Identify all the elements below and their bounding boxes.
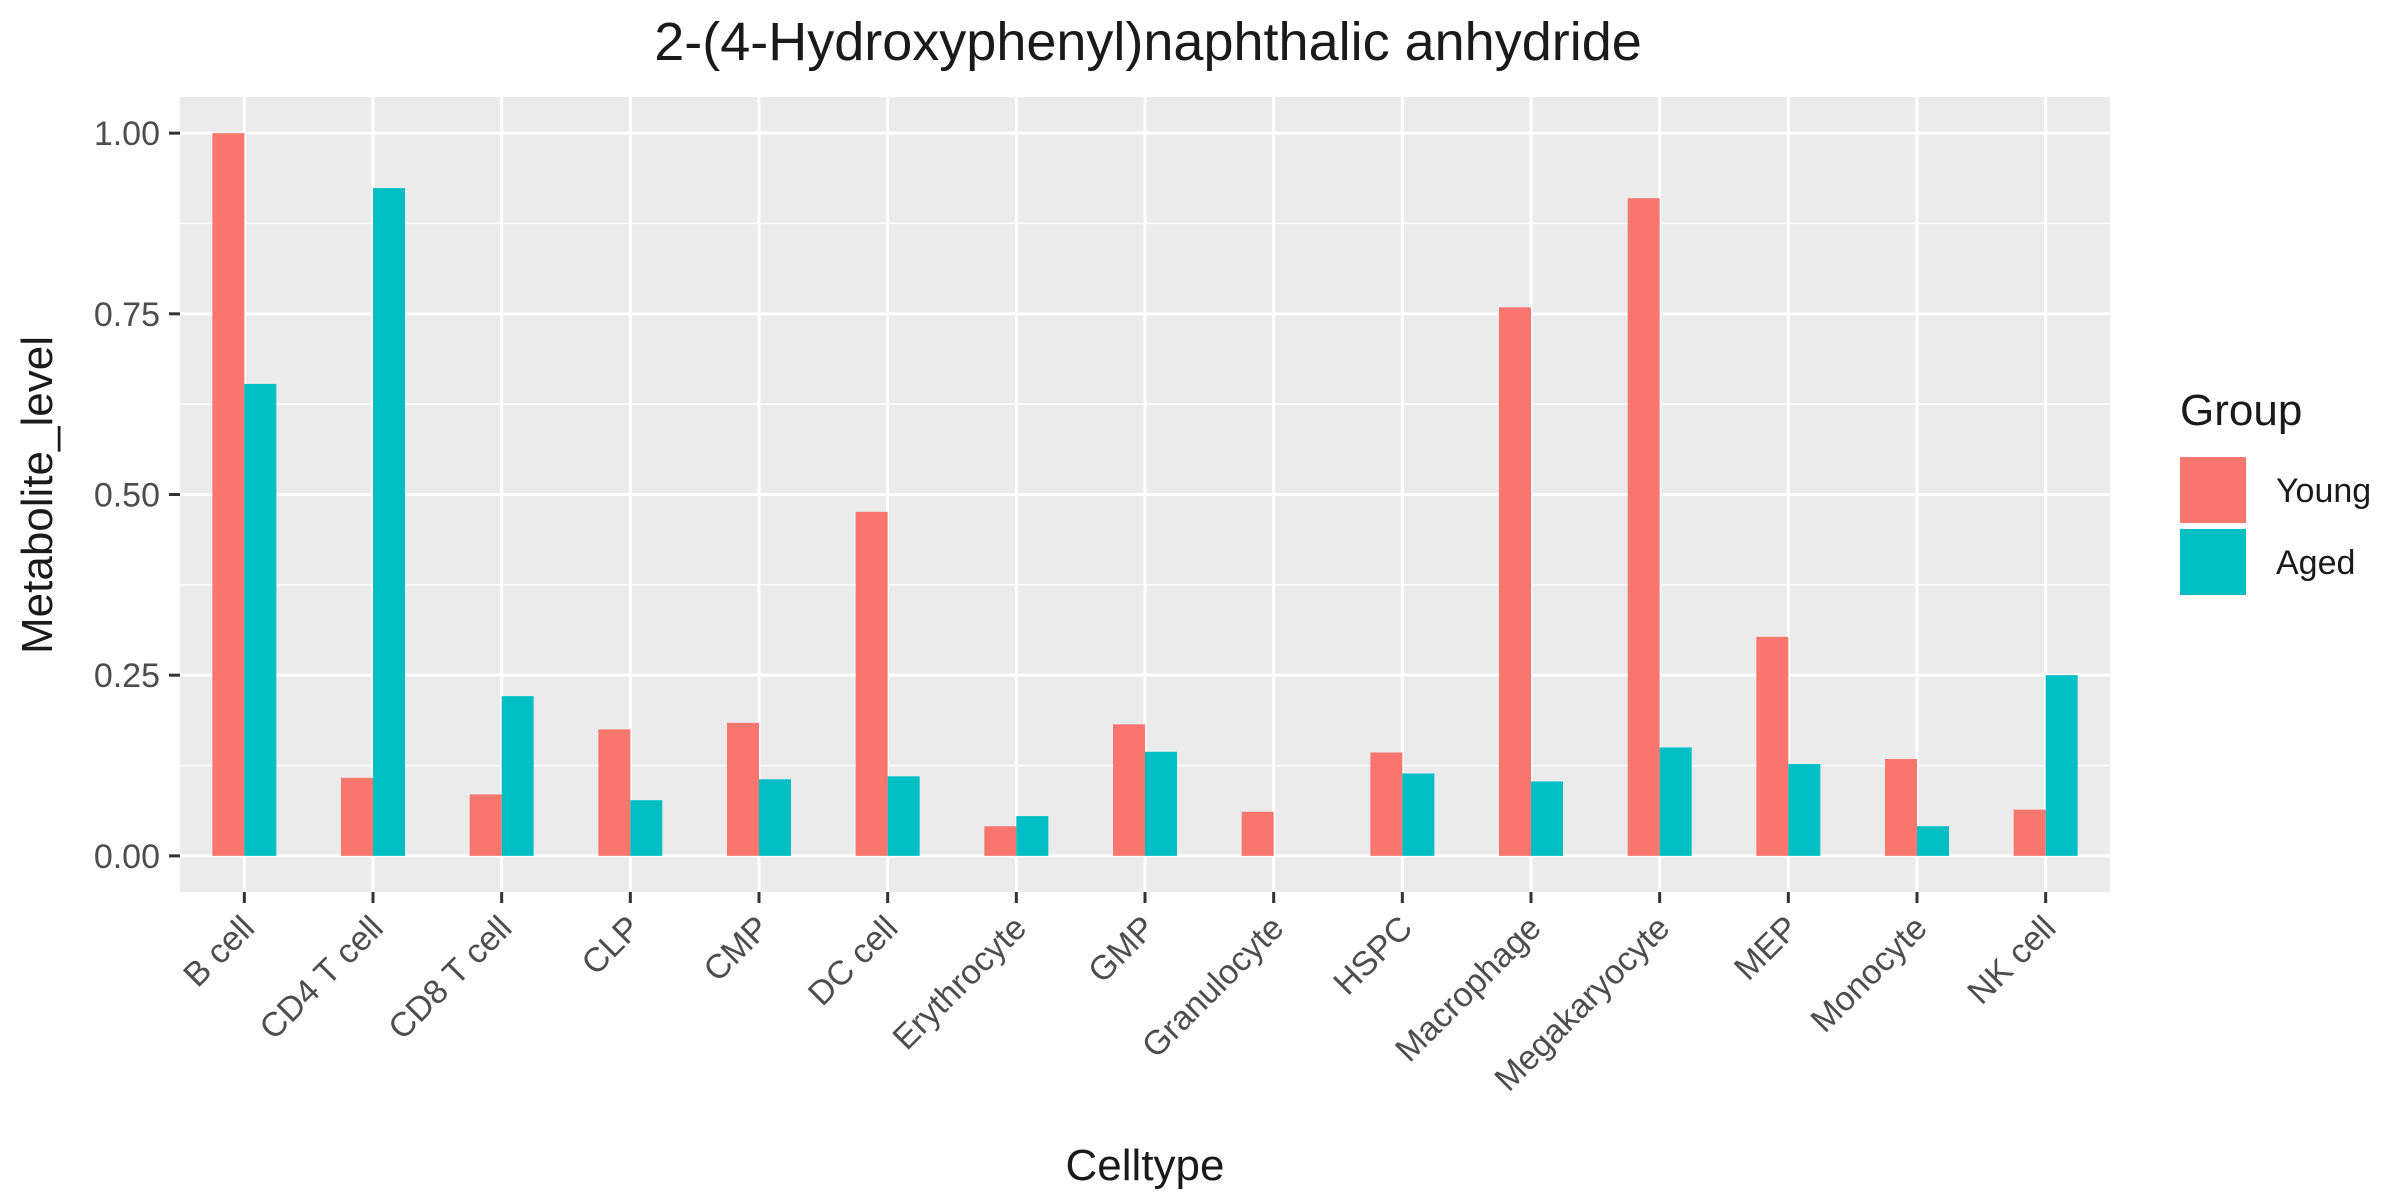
x-tick-label: HSPC [1326,909,1420,1003]
chart-title: 2-(4-Hydroxyphenyl)naphthalic anhydride [654,12,1642,72]
bar-aged-clp [630,800,663,856]
y-tick-label: 0.25 [94,657,160,695]
bar-young-megakaryocyte [1627,198,1660,856]
x-tick-label: CD8 T cell [381,909,519,1047]
legend: Group Young Aged [2180,386,2371,595]
y-tick-label: 0.00 [94,838,160,876]
bar-aged-gmp [1145,751,1177,856]
bar-young-gmp [1113,724,1145,856]
legend-label-aged: Aged [2276,544,2355,582]
bar-young-erythrocyte [984,826,1017,856]
legend-key-aged [2180,529,2246,595]
bar-aged-dc-cell [887,776,920,856]
x-tick-label: GMP [1081,909,1163,991]
bar-young-dc-cell [855,511,888,856]
legend-title: Group [2180,386,2302,435]
bar-aged-b-cell [244,383,277,856]
bar-aged-cmp [759,779,791,856]
y-tick-label: 0.50 [94,477,160,515]
bar-young-cd8-t-cell [469,794,502,856]
x-tick-label: CD4 T cell [252,909,390,1047]
bar-aged-cd4-t-cell [373,188,405,856]
x-tick-label: Erythrocyte [886,909,1034,1057]
bar-young-hspc [1370,752,1403,856]
x-tick-label: MEP [1727,909,1806,988]
y-axis: 0.00 0.25 0.50 0.75 1.00 [94,115,180,876]
x-axis-title: Celltype [1066,1141,1225,1190]
bars [212,133,2078,856]
bar-young-macrophage [1499,307,1531,856]
legend-items: Young Aged [2180,457,2371,595]
bar-aged-megakaryocyte [1659,747,1692,856]
bar-young-cd4-t-cell [341,777,373,856]
x-tick-label: NK cell [1960,909,2063,1012]
bar-young-mep [1756,636,1789,856]
bar-young-cmp [727,722,759,856]
bar-young-clp [598,729,631,856]
x-tick-label: B cell [176,909,262,995]
y-tick-label: 0.75 [94,296,160,334]
legend-key-young [2180,457,2246,523]
bar-aged-nk-cell [2045,675,2078,856]
bar-young-granulocyte [1241,811,1274,856]
y-axis-title: Metabolite_level [13,336,62,654]
bar-aged-mep [1788,764,1821,856]
bar-aged-monocyte [1917,826,1949,856]
bar-aged-cd8-t-cell [501,696,534,856]
x-tick-label: CMP [696,909,776,989]
bar-young-b-cell [212,133,245,856]
x-tick-label: DC cell [801,909,905,1013]
bar-aged-hspc [1402,773,1435,856]
bar-young-nk-cell [2013,809,2046,856]
x-tick-label: Monocyte [1804,909,1935,1040]
y-tick-label: 1.00 [94,115,160,153]
bar-aged-macrophage [1531,781,1563,856]
legend-label-young: Young [2276,472,2371,510]
bar-aged-erythrocyte [1016,816,1049,856]
x-tick-label: CLP [574,909,648,983]
bar-young-monocyte [1885,759,1917,856]
